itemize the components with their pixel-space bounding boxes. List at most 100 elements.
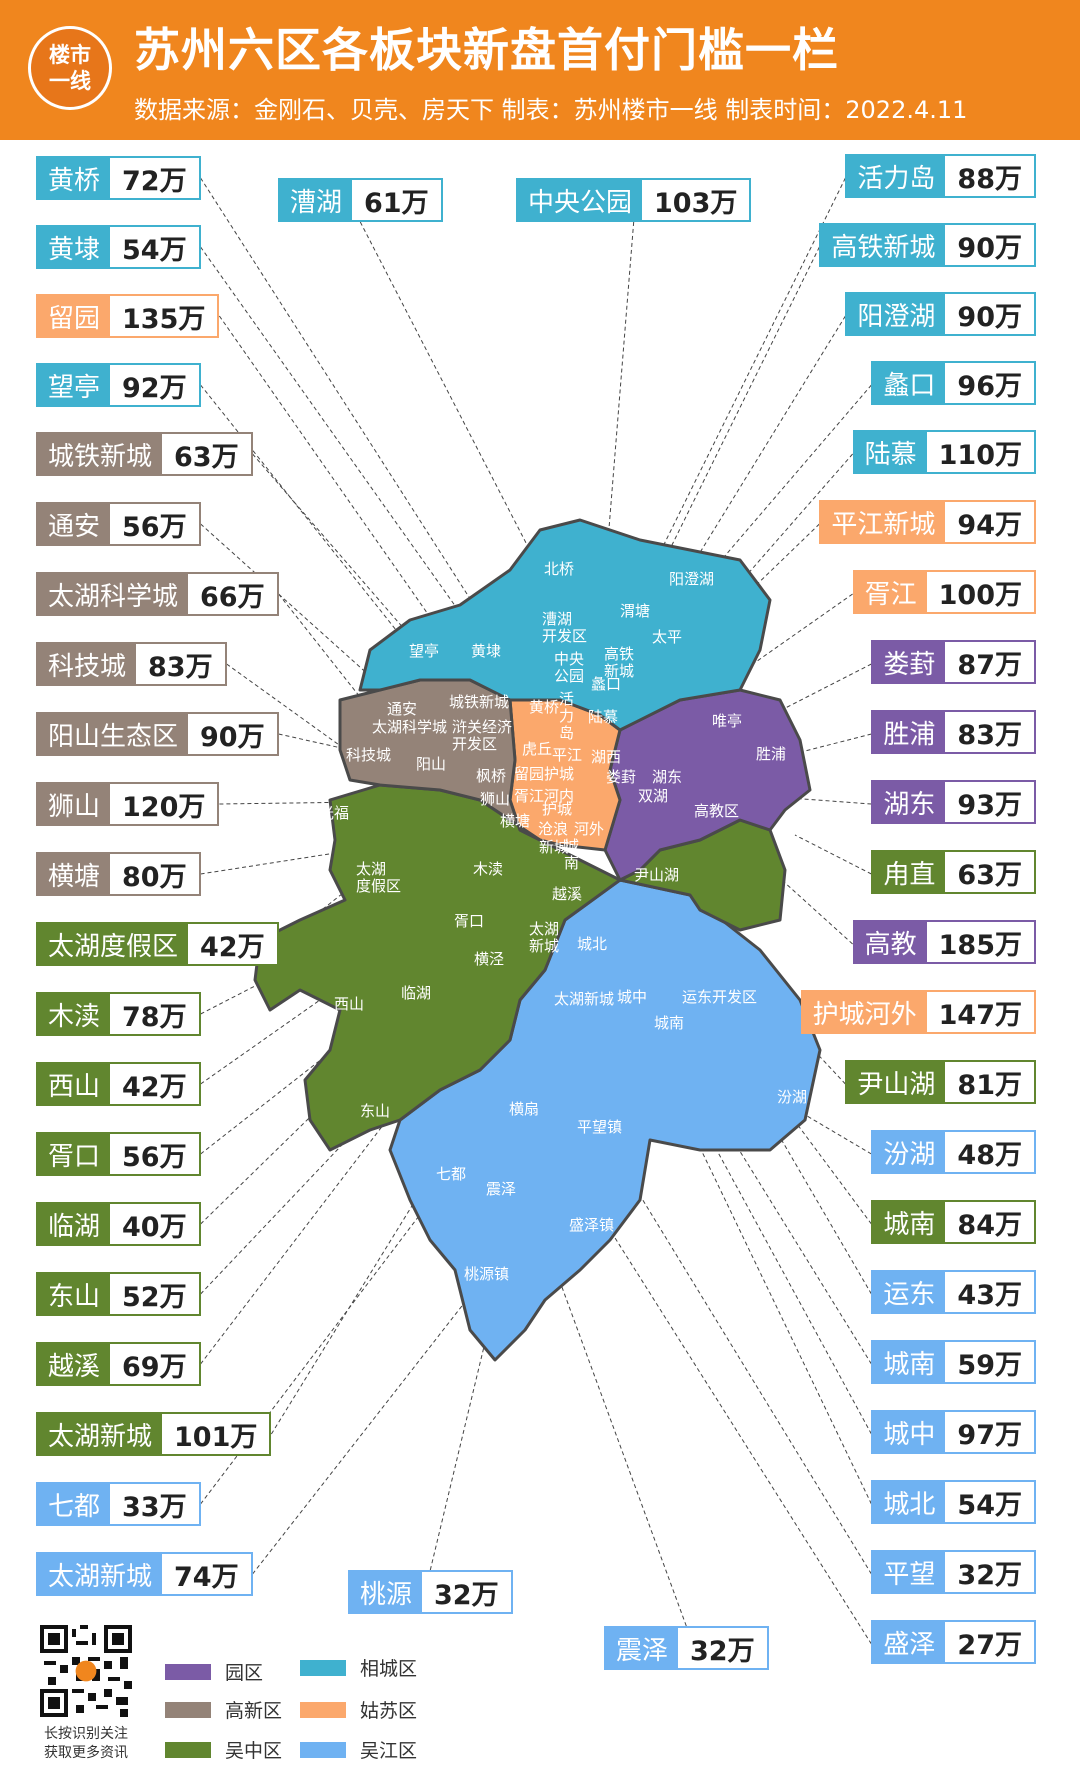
map-place-label: 高铁 新城 [604, 645, 635, 680]
tag-name: 漕湖 [280, 180, 353, 220]
tag-value: 78万 [110, 994, 199, 1034]
map-place-label: 平江 [552, 746, 583, 764]
price-tag: 城铁新城 63万 [36, 432, 253, 476]
tag-value: 42万 [188, 924, 277, 964]
tag-name: 望亭 [38, 365, 111, 405]
qr-code[interactable] [40, 1625, 132, 1717]
legend-swatch [165, 1701, 211, 1718]
map-place-label: 城南 [654, 1014, 685, 1032]
tag-value: 32万 [422, 1572, 511, 1612]
tag-name: 太湖新城 [38, 1554, 163, 1594]
tag-name: 城北 [873, 1482, 946, 1522]
tag-value: 74万 [162, 1554, 251, 1594]
tag-name: 桃源 [350, 1572, 423, 1612]
map-place-label: 胜浦 [756, 745, 787, 763]
tag-value: 96万 [945, 363, 1034, 403]
leader-line [679, 315, 846, 586]
map-place-label: 胥口 [454, 912, 485, 930]
leader-line [599, 1129, 872, 1575]
leader-line [609, 384, 872, 691]
price-tag: 城中 97万 [871, 1410, 1036, 1454]
legend-swatch [165, 1663, 211, 1680]
region-wuzhong [253, 783, 787, 1152]
tag-value: 66万 [188, 574, 277, 614]
tag-name: 狮山 [38, 784, 111, 824]
price-tag: 横塘 80万 [36, 852, 201, 896]
tag-value: 100万 [926, 572, 1034, 612]
price-tag: 太湖科学城 66万 [36, 572, 279, 616]
price-tag: 临湖 40万 [36, 1202, 201, 1246]
leader-line [779, 1099, 872, 1155]
tag-name: 震泽 [606, 1628, 679, 1668]
tag-name: 陆慕 [854, 432, 927, 472]
map-place-label: 光福 [319, 804, 350, 822]
tag-name: 越溪 [38, 1344, 111, 1384]
tag-value: 40万 [110, 1204, 199, 1244]
tag-value: 52万 [110, 1274, 199, 1314]
map-place-label: 望亭 [409, 642, 440, 660]
map-place-label: 护城 [544, 765, 575, 783]
map-place-label: 湖东 [652, 768, 683, 786]
price-tag: 胥江 100万 [852, 570, 1036, 614]
price-tag: 陆慕 110万 [852, 430, 1036, 474]
map-place-label: 黄桥 [529, 698, 560, 716]
price-tag: 城南 84万 [871, 1200, 1036, 1244]
map-place-label: 城 南 [564, 837, 580, 872]
legend-label: 吴江区 [360, 1740, 418, 1762]
tag-name: 高铁新城 [821, 225, 946, 265]
price-tag: 城北 54万 [871, 1480, 1036, 1524]
leader-line [359, 221, 541, 571]
tag-name: 护城河外 [802, 992, 927, 1032]
tag-value: 90万 [945, 225, 1034, 265]
header-banner: 楼市 一线 苏州六区各板块新盘首付门槛一栏 数据来源：金刚石、贝壳、房天下 制表… [0, 0, 1080, 140]
price-tag: 太湖新城 74万 [36, 1552, 253, 1596]
tag-value: 33万 [110, 1484, 199, 1524]
legend-label: 姑苏区 [360, 1700, 418, 1722]
tag-value: 83万 [945, 712, 1034, 752]
price-tag: 通安 56万 [36, 502, 201, 546]
tag-name: 西山 [38, 1064, 111, 1104]
tag-value: 101万 [162, 1414, 270, 1454]
map-place-label: 新城 [539, 838, 570, 856]
tag-value: 93万 [945, 782, 1034, 822]
tag-name: 甪直 [873, 852, 946, 892]
tag-value: 32万 [678, 1628, 767, 1668]
map-place-label: 太湖 度假区 [356, 860, 402, 895]
tag-name: 临湖 [38, 1204, 111, 1244]
tag-name: 平望 [873, 1552, 946, 1592]
tag-name: 运东 [873, 1272, 946, 1312]
price-tag: 望亭 92万 [36, 363, 201, 407]
tag-name: 盛泽 [873, 1622, 946, 1662]
price-tag: 尹山湖 81万 [845, 1060, 1036, 1104]
legend-item: 姑苏区 [300, 1696, 417, 1723]
price-tag: 汾湖 48万 [871, 1130, 1036, 1174]
price-tag: 阳山生态区 90万 [36, 712, 279, 756]
tag-name: 太湖新城 [38, 1414, 163, 1454]
price-tag: 护城河外 147万 [800, 990, 1036, 1034]
tag-value: 185万 [926, 922, 1034, 962]
map-place-label: 阳澄湖 [669, 570, 715, 588]
legend-item: 吴江区 [300, 1736, 417, 1763]
legend-swatch [300, 1659, 346, 1676]
map-place-label: 留园 [514, 765, 545, 783]
leader-line [226, 663, 361, 761]
map-place-label: 活 力 岛 [559, 690, 575, 742]
price-tag: 高教 185万 [852, 920, 1036, 964]
map-place-label: 枫桥 [476, 767, 507, 785]
legend-item: 园区 [165, 1658, 263, 1685]
map-place-label: 河内 [544, 787, 575, 805]
map-place-label: 湖西 [591, 748, 622, 766]
tag-value: 69万 [110, 1344, 199, 1384]
tag-name: 七都 [38, 1484, 111, 1524]
price-tag: 湖东 93万 [871, 780, 1036, 824]
map-place-label: 木渎 [473, 860, 504, 878]
price-tag: 高铁新城 90万 [819, 223, 1036, 267]
tag-value: 94万 [945, 502, 1034, 542]
legend-swatch [165, 1741, 211, 1758]
tag-name: 留园 [38, 296, 111, 336]
map-place-label: 阳山 [416, 755, 447, 773]
tag-value: 42万 [110, 1064, 199, 1104]
logo-line1: 楼市 [49, 43, 91, 67]
leader-line [200, 1174, 451, 1505]
tag-name: 太湖度假区 [38, 924, 189, 964]
